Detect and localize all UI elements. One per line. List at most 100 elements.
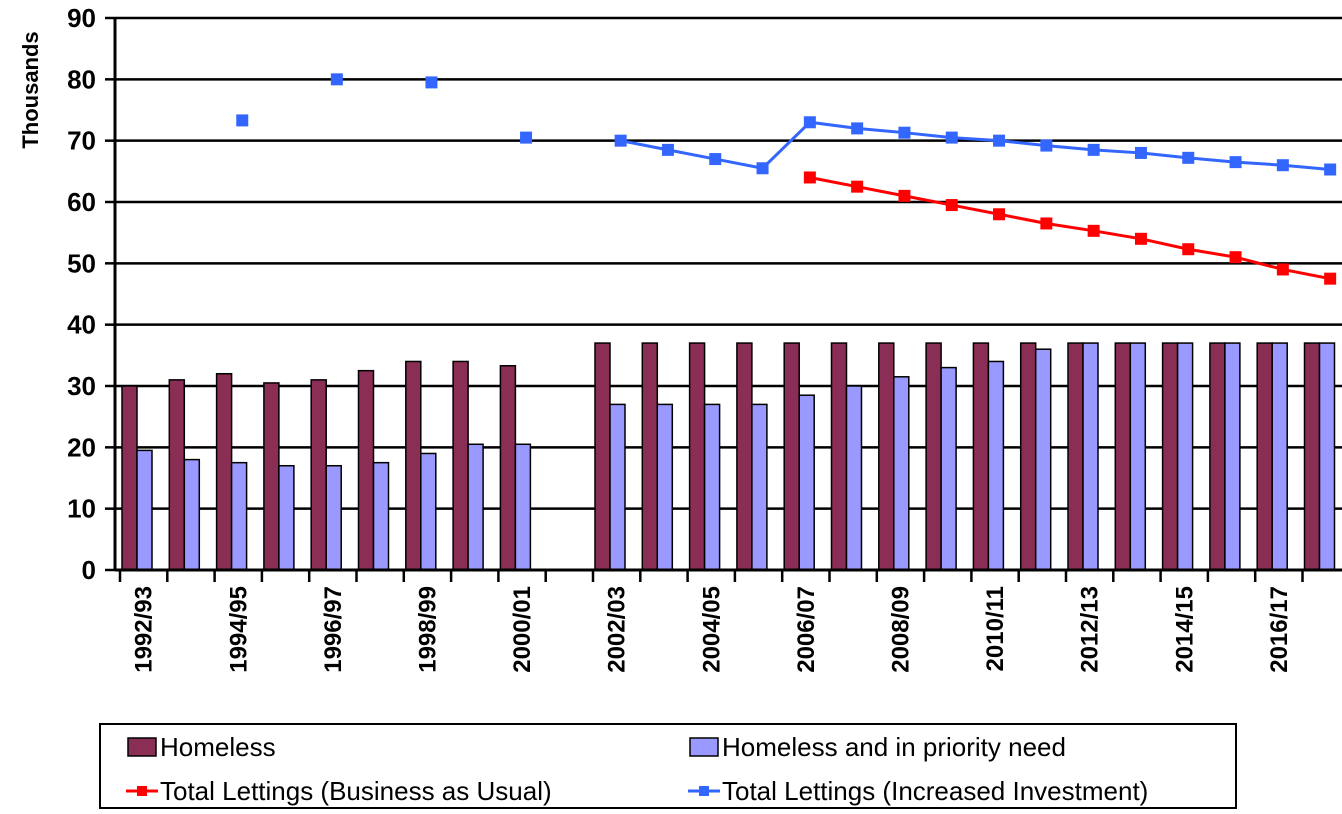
bar-homeless-1998/99	[405, 360, 422, 571]
legend-swatch-1	[689, 737, 719, 757]
bar-homeless-2014/15	[1161, 342, 1179, 571]
y-axis-label: Thousands	[18, 31, 43, 148]
bar-homeless-2011/12	[1019, 342, 1037, 571]
legend-box	[99, 723, 1237, 809]
bar-homeless-1999/00	[452, 360, 469, 571]
point-increased-investment-2004/05	[709, 153, 722, 166]
line-increased-investment	[620, 120, 1331, 171]
bar-priority-need-1999/00	[467, 443, 484, 571]
line-business-as-usual	[809, 175, 1331, 281]
point-business-as-usual-2012/13	[1087, 224, 1100, 237]
bar-priority-need-2006/07	[798, 394, 815, 571]
legend-label-3: Total Lettings (Increased Investment)	[722, 776, 1148, 806]
bar-homeless-1995/96	[263, 382, 280, 571]
point-increased-investment-2013/14	[1134, 146, 1147, 159]
bar-priority-need-2002/03	[609, 403, 626, 571]
point-business-as-usual-2016/17	[1276, 263, 1289, 276]
bar-priority-need-2007/08	[845, 385, 863, 571]
bar-homeless-2009/10	[925, 342, 942, 571]
point-business-as-usual-2007/08	[851, 180, 864, 193]
bar-priority-need-1997/98	[372, 461, 390, 571]
bar-homeless-2005/06	[736, 342, 753, 571]
bar-priority-need-2008/09	[893, 376, 910, 571]
bar-homeless-2000/01	[499, 365, 517, 571]
x-tick-label-1992/93: 1992/93	[131, 586, 158, 673]
axes	[105, 16, 1342, 582]
point-increased-investment-2009/10	[945, 131, 958, 144]
point-increased-investment-2012/13	[1087, 143, 1100, 156]
bar-homeless-2016/17	[1256, 342, 1273, 571]
bar-homeless-1994/95	[215, 372, 233, 571]
y-tick-label-0: 0	[82, 555, 96, 585]
y-tick-label-10: 10	[67, 494, 96, 524]
x-tick-label-2000/01: 2000/01	[509, 586, 536, 673]
point-increased-investment-1994/95	[236, 114, 249, 127]
point-increased-investment-2006/07	[803, 116, 816, 129]
y-tick-label-40: 40	[67, 310, 96, 340]
x-tick-label-2008/09: 2008/09	[887, 586, 914, 673]
point-increased-investment-2003/04	[661, 143, 674, 156]
bar-priority-need-1996/97	[325, 464, 342, 571]
bar-priority-need-1993/94	[183, 458, 201, 571]
x-tick-label-2014/15: 2014/15	[1171, 586, 1198, 673]
bar-priority-need-2005/06	[751, 403, 768, 571]
bar-priority-need-1994/95	[230, 461, 248, 571]
bar-homeless-2004/05	[688, 342, 706, 571]
bar-priority-need-2000/01	[514, 443, 532, 571]
x-tick-label-2006/07: 2006/07	[793, 586, 820, 673]
bar-priority-need-1992/93	[136, 449, 153, 571]
x-tick-label-1996/97: 1996/97	[320, 586, 347, 673]
point-increased-investment-2002/03	[614, 134, 627, 147]
legend-label-0: Homeless	[160, 732, 276, 762]
bar-priority-need-2012/13	[1082, 342, 1099, 571]
bar-homeless-2003/04	[641, 342, 659, 571]
bar-homeless-1992/93	[121, 385, 138, 571]
y-tick-label-70: 70	[67, 126, 96, 156]
bar-priority-need-2003/04	[656, 403, 674, 571]
bar-priority-need-2011/12	[1034, 348, 1052, 571]
bar-priority-need-2017/18	[1318, 342, 1336, 571]
y-tick-label-90: 90	[67, 3, 96, 33]
bars	[121, 342, 1336, 571]
point-increased-investment-2017/18	[1324, 163, 1337, 176]
legend-label-2: Total Lettings (Business as Usual)	[160, 776, 552, 806]
point-increased-investment-1998/99	[425, 76, 438, 89]
point-increased-investment-2010/11	[993, 134, 1006, 147]
bar-homeless-2002/03	[594, 342, 611, 571]
y-tick-label-20: 20	[67, 432, 96, 462]
point-increased-investment-2008/09	[898, 126, 911, 139]
point-business-as-usual-2008/09	[898, 189, 911, 202]
point-increased-investment-2015/16	[1229, 156, 1242, 169]
point-increased-investment-2005/06	[756, 162, 769, 175]
point-increased-investment-2000/01	[520, 131, 533, 144]
point-business-as-usual-2011/12	[1040, 217, 1053, 230]
bar-priority-need-2014/15	[1176, 342, 1194, 571]
legend-swatch-marker-3	[699, 786, 709, 796]
point-increased-investment-1996/97	[330, 73, 343, 86]
bar-homeless-2008/09	[878, 342, 895, 571]
point-business-as-usual-2006/07	[803, 171, 816, 184]
bar-priority-need-1998/99	[420, 452, 437, 571]
legend-swatch-marker-2	[137, 786, 147, 796]
bar-homeless-2013/14	[1114, 342, 1132, 571]
bar-priority-need-2013/14	[1129, 342, 1147, 571]
bar-homeless-2012/13	[1067, 342, 1084, 571]
bar-priority-need-2004/05	[703, 403, 721, 571]
bar-priority-need-2015/16	[1224, 342, 1241, 571]
point-business-as-usual-2014/15	[1182, 243, 1195, 256]
bar-priority-need-2010/11	[987, 360, 1005, 571]
x-tick-label-1994/95: 1994/95	[225, 586, 252, 673]
x-tick-label-2010/11: 2010/11	[982, 586, 1009, 671]
lines	[236, 73, 1337, 285]
y-tick-label-30: 30	[67, 371, 96, 401]
bar-homeless-2007/08	[830, 342, 848, 571]
point-increased-investment-2007/08	[851, 122, 864, 135]
point-increased-investment-2016/17	[1276, 159, 1289, 172]
bar-homeless-1997/98	[357, 369, 375, 571]
bar-homeless-2017/18	[1303, 342, 1321, 571]
point-business-as-usual-2015/16	[1229, 251, 1242, 264]
bar-priority-need-1995/96	[278, 464, 295, 571]
x-tick-label-2016/17: 2016/17	[1266, 586, 1293, 673]
